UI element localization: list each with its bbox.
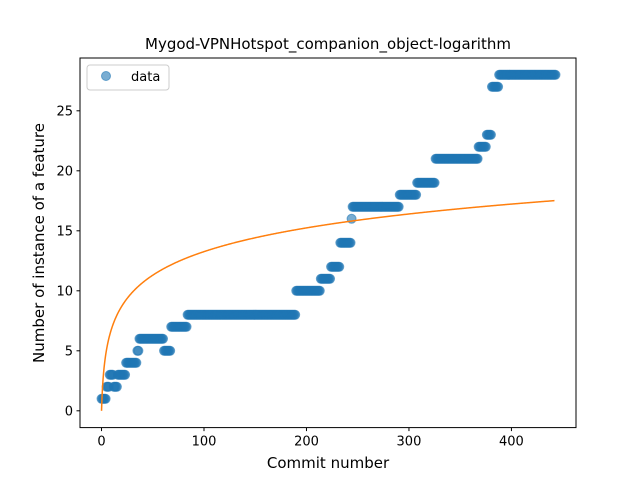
fit-line-group xyxy=(100,199,555,411)
data-point xyxy=(111,381,122,392)
data-point xyxy=(165,345,176,356)
x-tick-label: 0 xyxy=(97,435,105,450)
data-point xyxy=(334,261,345,272)
data-point xyxy=(411,189,422,200)
plot-frame xyxy=(79,57,577,429)
y-axis-ticks: 0 5 10 15 20 25 xyxy=(56,104,80,419)
y-axis-label: Number of instance of a feature xyxy=(30,123,48,363)
legend-label-data: data xyxy=(131,70,160,85)
data-point xyxy=(158,333,169,344)
data-point xyxy=(100,393,111,404)
data-point xyxy=(325,273,336,284)
fit-line xyxy=(100,199,555,411)
data-point xyxy=(120,369,131,380)
legend: data xyxy=(86,64,170,91)
legend-marker-data xyxy=(101,71,111,81)
x-tick-label: 100 xyxy=(192,435,217,450)
data-point xyxy=(290,309,301,320)
data-point xyxy=(480,141,491,152)
x-axis-ticks: 0 100 200 300 400 xyxy=(97,427,524,450)
y-tick-label: 15 xyxy=(56,224,73,239)
y-tick-label: 0 xyxy=(65,404,73,419)
y-tick-label: 20 xyxy=(56,164,73,179)
data-point xyxy=(314,285,325,296)
data-point xyxy=(472,153,483,164)
data-point xyxy=(345,237,356,248)
data-point xyxy=(550,69,561,80)
x-tick-label: 300 xyxy=(397,435,422,450)
y-tick-label: 25 xyxy=(56,104,73,119)
data-point xyxy=(133,345,144,356)
data-point xyxy=(131,357,142,368)
data-point xyxy=(429,177,440,188)
x-tick-label: 400 xyxy=(499,435,524,450)
data-points xyxy=(96,69,561,404)
chart-title: Mygod-VPNHotspot_companion_object-logari… xyxy=(145,35,511,54)
data-point xyxy=(393,201,404,212)
data-point xyxy=(485,129,496,140)
x-tick-label: 200 xyxy=(294,435,319,450)
x-axis-label: Commit number xyxy=(267,454,390,472)
plot-area xyxy=(96,69,561,411)
data-point xyxy=(493,81,504,92)
y-tick-label: 5 xyxy=(65,344,73,359)
data-point xyxy=(181,321,192,332)
y-tick-label: 10 xyxy=(56,284,73,299)
